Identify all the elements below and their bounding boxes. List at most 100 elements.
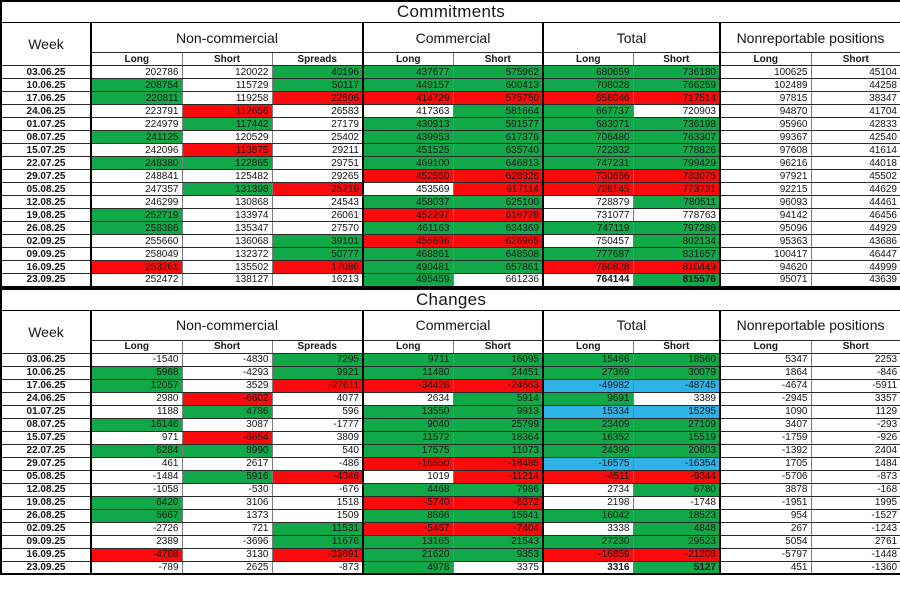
value-cell: 12057: [90, 378, 183, 393]
value-cell: -1392: [719, 443, 812, 458]
value-cell: 25219: [271, 182, 364, 196]
value-cell: 18560: [632, 352, 721, 367]
value-cell: -1759: [719, 430, 812, 445]
value-cell: 97921: [719, 169, 812, 183]
value-cell: 27369: [542, 365, 634, 380]
value-cell: -873: [810, 469, 900, 484]
value-cell: 661236: [452, 273, 544, 287]
week-header: Week: [0, 309, 92, 354]
value-cell: 575962: [452, 65, 544, 79]
value-cell: 736198: [632, 117, 721, 131]
value-cell: 133974: [181, 208, 273, 222]
table-row: 15.07.25 971 -6654 3809 11572 18364 16352 15519…: [0, 430, 900, 445]
value-cell: -168: [810, 482, 900, 497]
week-cell: 22.07.25: [0, 443, 92, 458]
week-cell: 02.09.25: [0, 234, 92, 248]
week-cell: 01.07.25: [0, 404, 92, 419]
changes-title-row: Changes: [0, 288, 900, 311]
value-cell: 96093: [719, 195, 812, 209]
value-cell: 453569: [362, 182, 454, 196]
value-cell: 5916: [181, 469, 273, 484]
week-cell: 10.06.25: [0, 365, 92, 380]
table-row: 05.08.25 -1484 5916 -4046 1019 -11214 -4511 -93…: [0, 469, 900, 484]
value-cell: 15519: [632, 430, 721, 445]
value-cell: 120529: [181, 130, 273, 144]
week-cell: 17.06.25: [0, 91, 92, 105]
value-cell: 717514: [632, 91, 721, 105]
value-cell: 248841: [90, 169, 183, 183]
value-cell: 417363: [362, 104, 454, 118]
value-cell: -4511: [542, 469, 634, 484]
value-cell: 15641: [452, 508, 544, 523]
value-cell: 248380: [90, 156, 183, 170]
col-header-nr-long: Long: [719, 52, 812, 66]
value-cell: 4786: [181, 404, 273, 419]
value-cell: 100625: [719, 65, 812, 79]
table-row: 10.06.25 208754 115729 50117 449157 600413 708…: [0, 78, 900, 92]
value-cell: 3375: [452, 560, 544, 575]
value-cell: -16354: [632, 456, 721, 471]
value-cell: 540: [271, 443, 364, 458]
value-cell: 258049: [90, 247, 183, 261]
value-cell: 119258: [181, 91, 273, 105]
value-cell: 94142: [719, 208, 812, 222]
week-cell: 05.08.25: [0, 469, 92, 484]
value-cell: 7295: [271, 352, 364, 367]
value-cell: 954: [719, 508, 812, 523]
week-cell: 23.09.25: [0, 273, 92, 287]
week-cell: 08.07.25: [0, 417, 92, 432]
col-header-t-short: Short: [632, 339, 721, 354]
table-row: 10.06.25 5968 -4293 9921 11480 24451 27369 3007…: [0, 365, 900, 380]
value-cell: 449157: [362, 78, 454, 92]
value-cell: -1748: [632, 495, 721, 510]
value-cell: 2761: [810, 534, 900, 549]
value-cell: 2404: [810, 443, 900, 458]
value-cell: 241125: [90, 130, 183, 144]
week-cell: 01.07.25: [0, 117, 92, 131]
value-cell: 16352: [542, 430, 634, 445]
value-cell: 9353: [452, 547, 544, 562]
value-cell: 2634: [362, 391, 454, 406]
week-cell: 12.08.25: [0, 195, 92, 209]
table-row: 15.07.25 242096 113875 29211 451525 635740 722…: [0, 143, 900, 157]
value-cell: -293: [810, 417, 900, 432]
value-cell: 731077: [542, 208, 634, 222]
changes-title: Changes: [0, 288, 900, 311]
week-cell: 03.06.25: [0, 352, 92, 367]
value-cell: 21620: [362, 547, 454, 562]
week-cell: 16.09.25: [0, 260, 92, 274]
value-cell: 135502: [181, 260, 273, 274]
commitments-title: Commitments: [0, 0, 900, 23]
value-cell: -3696: [181, 534, 273, 549]
table-row: 08.07.25 241125 120529 25402 439953 617376 706…: [0, 130, 900, 144]
col-header-nc-spreads: Spreads: [271, 52, 364, 66]
value-cell: 24451: [452, 365, 544, 380]
value-cell: 3106: [181, 495, 273, 510]
value-cell: 764144: [542, 273, 634, 287]
value-cell: 9913: [452, 404, 544, 419]
value-cell: 721: [181, 521, 273, 536]
value-cell: 581664: [452, 104, 544, 118]
commitments-table: Commitments Week Non-commercial Commerci…: [0, 0, 900, 288]
value-cell: 4848: [632, 521, 721, 536]
value-cell: 94620: [719, 260, 812, 274]
value-cell: -5797: [719, 547, 812, 562]
value-cell: 29751: [271, 156, 364, 170]
value-cell: 628328: [452, 169, 544, 183]
value-cell: -873: [271, 560, 364, 575]
value-cell: 95096: [719, 221, 812, 235]
value-cell: 38347: [810, 91, 900, 105]
value-cell: 2198: [542, 495, 634, 510]
value-cell: 750457: [542, 234, 634, 248]
value-cell: 112656: [181, 104, 273, 118]
value-cell: 27179: [271, 117, 364, 131]
value-cell: 252719: [90, 208, 183, 222]
value-cell: 1995: [810, 495, 900, 510]
value-cell: 94870: [719, 104, 812, 118]
value-cell: 730656: [542, 169, 634, 183]
value-cell: -34428: [362, 378, 454, 393]
value-cell: 95071: [719, 273, 812, 287]
table-row: 19.08.25 6420 3106 1518 -5740 -6372 2198 -1748-…: [0, 495, 900, 510]
value-cell: -5706: [719, 469, 812, 484]
value-cell: 18523: [632, 508, 721, 523]
